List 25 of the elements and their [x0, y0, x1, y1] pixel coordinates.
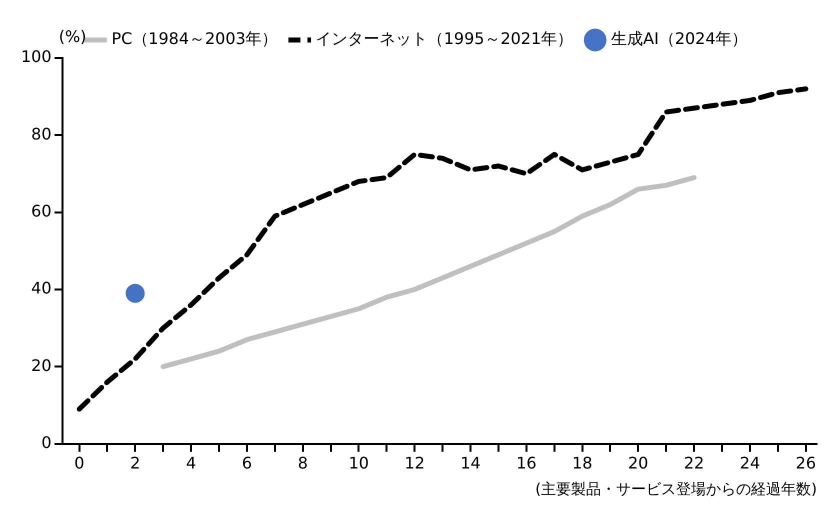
- y-tick-label: 40: [31, 278, 52, 298]
- x-tick-label: 20: [628, 454, 648, 473]
- x-tick-label: 16: [516, 454, 537, 473]
- legend-label: PC（1984～2003年）: [111, 29, 278, 48]
- x-tick-label: 8: [298, 454, 308, 473]
- x-tick-label: 6: [242, 454, 252, 473]
- x-tick-label: 0: [74, 454, 84, 473]
- legend-label: 生成AI（2024年）: [611, 29, 748, 48]
- y-tick-label: 100: [20, 47, 52, 66]
- y-tick-label: 0: [41, 432, 52, 452]
- x-tick-label: 12: [404, 454, 425, 473]
- x-tick-label: 10: [348, 454, 369, 473]
- y-tick-label: 80: [31, 124, 52, 144]
- y-tick-label: 60: [31, 201, 52, 220]
- x-tick-label: 14: [460, 454, 481, 473]
- x-tick-label: 18: [572, 454, 592, 473]
- x-tick-label: 24: [740, 454, 760, 473]
- y-axis-title: (%): [58, 27, 86, 46]
- x-tick-label: 2: [130, 454, 140, 473]
- legend-label: インターネット（1995～2021年）: [316, 29, 574, 48]
- x-axis-title: (主要製品・サービス登場からの経過年数): [535, 480, 817, 498]
- x-tick-label: 4: [186, 454, 196, 473]
- x-tick-label: 26: [796, 454, 816, 473]
- x-tick-label: 22: [684, 454, 704, 473]
- y-tick-label: 20: [31, 356, 52, 375]
